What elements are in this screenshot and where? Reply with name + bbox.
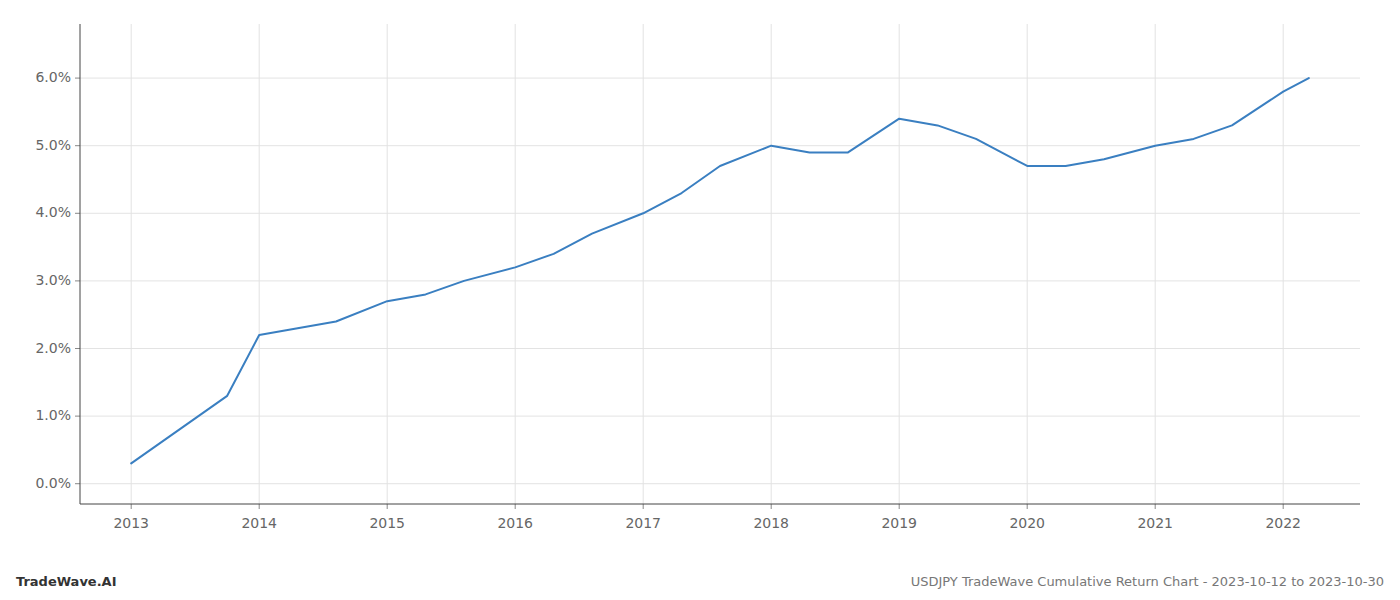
x-grid-line [259,24,260,504]
x-tick [771,504,772,509]
x-tick [131,504,132,509]
x-tick-label: 2016 [497,515,533,531]
x-grid-line [899,24,900,504]
x-tick-label: 2017 [625,515,661,531]
x-tick-label: 2020 [1009,515,1045,531]
x-grid-line [643,24,644,504]
y-tick [75,483,80,484]
x-grid-line [771,24,772,504]
x-tick [1283,504,1284,509]
footer-right: USDJPY TradeWave Cumulative Return Chart… [911,574,1384,589]
y-tick-label: 0.0% [35,475,71,491]
x-tick-label: 2014 [241,515,277,531]
y-grid-line [80,416,1360,417]
y-tick-label: 5.0% [35,137,71,153]
y-tick [75,348,80,349]
y-tick [75,145,80,146]
x-grid-line [515,24,516,504]
x-grid-line [131,24,132,504]
x-grid-line [387,24,388,504]
y-tick [75,213,80,214]
y-grid-line [80,280,1360,281]
x-tick-label: 2018 [753,515,789,531]
x-grid-line [1155,24,1156,504]
series-group [131,78,1309,463]
y-tick-label: 2.0% [35,340,71,356]
footer-left: TradeWave.AI [16,574,117,589]
y-tick [75,280,80,281]
y-grid-line [80,145,1360,146]
x-tick-label: 2013 [113,515,149,531]
y-tick-label: 4.0% [35,204,71,220]
y-tick-label: 1.0% [35,407,71,423]
axes: 0.0% 1.0% 2.0% 3.0% 4.0% 5.0% 6.0% 2013 2014 2015… [35,24,1360,531]
x-tick-label: 2015 [369,515,405,531]
y-axis-line [80,24,81,504]
x-tick [1027,504,1028,509]
chart: 0.0% 1.0% 2.0% 3.0% 4.0% 5.0% 6.0% 2013 2014 2015… [0,0,1400,600]
x-grid-line [1283,24,1284,504]
x-tick [1155,504,1156,509]
y-grid-line [80,78,1360,79]
x-tick [259,504,260,509]
x-tick-label: 2021 [1137,515,1173,531]
grid [80,24,1360,504]
x-grid-line [1027,24,1028,504]
y-grid-line [80,348,1360,349]
x-tick [899,504,900,509]
data-line [131,78,1309,463]
x-tick [515,504,516,509]
y-tick [75,78,80,79]
y-grid-line [80,213,1360,214]
x-tick-label: 2019 [881,515,917,531]
y-tick-label: 3.0% [35,272,71,288]
x-tick-label: 2022 [1265,515,1301,531]
x-axis-line [80,504,1360,505]
y-grid-line [80,483,1360,484]
y-tick-label: 6.0% [35,69,71,85]
y-tick [75,416,80,417]
x-tick [643,504,644,509]
x-tick [387,504,388,509]
